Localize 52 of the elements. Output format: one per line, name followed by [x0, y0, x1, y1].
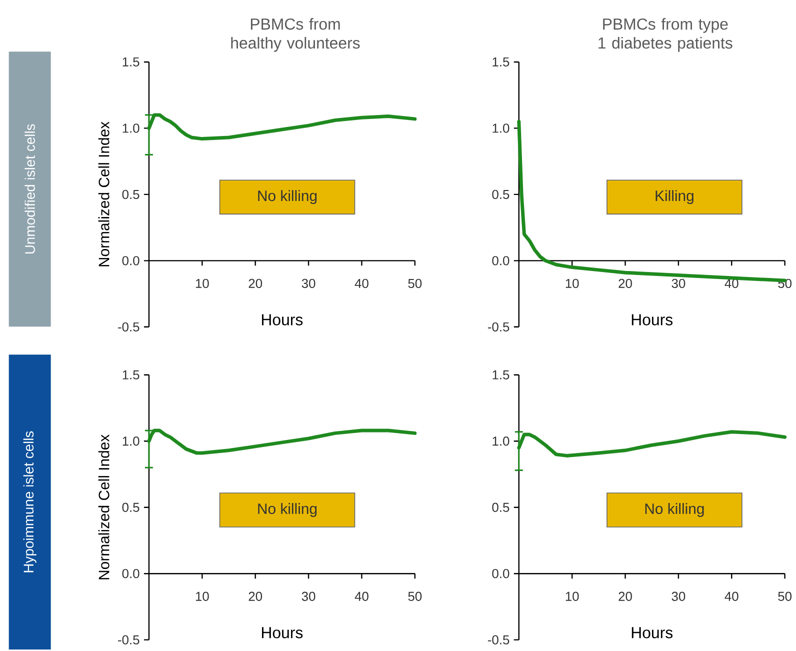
y-axis-title: Normalized Cell Index [98, 122, 110, 266]
y-tick-label: 1.0 [492, 124, 510, 133]
y-tick-label: 0.5 [492, 502, 510, 512]
annotation: No killing [258, 190, 317, 204]
y-tick-label: 1.0 [122, 124, 140, 133]
x-tick-label: 50 [408, 278, 422, 288]
x-tick-label: 10 [566, 592, 579, 602]
y-tick-label: 0.0 [122, 569, 140, 578]
text: Unmodified islet cells [24, 124, 35, 254]
y-tick-label: -0.5 [118, 322, 140, 332]
y-tick-label: 0.0 [122, 256, 140, 266]
y-tick-label: 1.5 [122, 370, 140, 380]
x-axis-title: Hours [262, 627, 303, 638]
y-tick-label: 1.5 [492, 58, 510, 67]
x-tick-label: 50 [778, 592, 792, 602]
x-axis-title: Hours [632, 314, 673, 326]
y-tick-label: -0.5 [118, 635, 140, 644]
y-axis-title: Normalized Cell Index [98, 434, 110, 580]
annotation: Killing [656, 190, 694, 204]
x-tick-label: 20 [618, 278, 632, 288]
x-tick-label: 20 [248, 592, 262, 602]
y-tick-label: 0.0 [492, 569, 510, 578]
x-tick-label: 40 [354, 592, 368, 602]
x-tick-label: 40 [354, 278, 368, 288]
x-tick-label: 30 [302, 278, 316, 288]
x-tick-label: 30 [302, 592, 316, 602]
y-tick-label: -0.5 [488, 322, 510, 332]
y-tick-label: 1.5 [122, 58, 140, 67]
y-tick-label: 1.5 [492, 370, 510, 380]
y-tick-label: 1.0 [122, 436, 140, 446]
x-tick-label: 10 [196, 278, 209, 288]
x-tick-label: 50 [408, 592, 422, 602]
chart-title: PBMCs from type 1 diabetes patients [598, 18, 732, 52]
y-tick-label: 0.0 [492, 256, 510, 266]
y-tick-label: 0.5 [122, 502, 140, 512]
annotation: No killing [258, 503, 317, 518]
x-tick-label: 10 [196, 592, 209, 602]
x-tick-label: 20 [618, 592, 632, 602]
y-tick-label: 0.5 [492, 190, 510, 200]
chart-title: PBMCs from healthy volunteers [231, 18, 360, 52]
annotation: No killing [645, 503, 704, 518]
x-tick-label: 30 [672, 278, 686, 288]
y-tick-label: 1.0 [492, 436, 510, 446]
x-axis-title: Hours [262, 314, 303, 326]
x-tick-label: 10 [566, 278, 579, 288]
x-axis-title: Hours [632, 627, 673, 638]
x-tick-label: 40 [724, 592, 738, 602]
y-tick-label: 0.5 [122, 190, 140, 200]
x-tick-label: 30 [672, 592, 686, 602]
text: Hypoimmune islet cells [23, 431, 36, 572]
x-tick-label: 20 [248, 278, 262, 288]
y-tick-label: -0.5 [488, 635, 510, 644]
